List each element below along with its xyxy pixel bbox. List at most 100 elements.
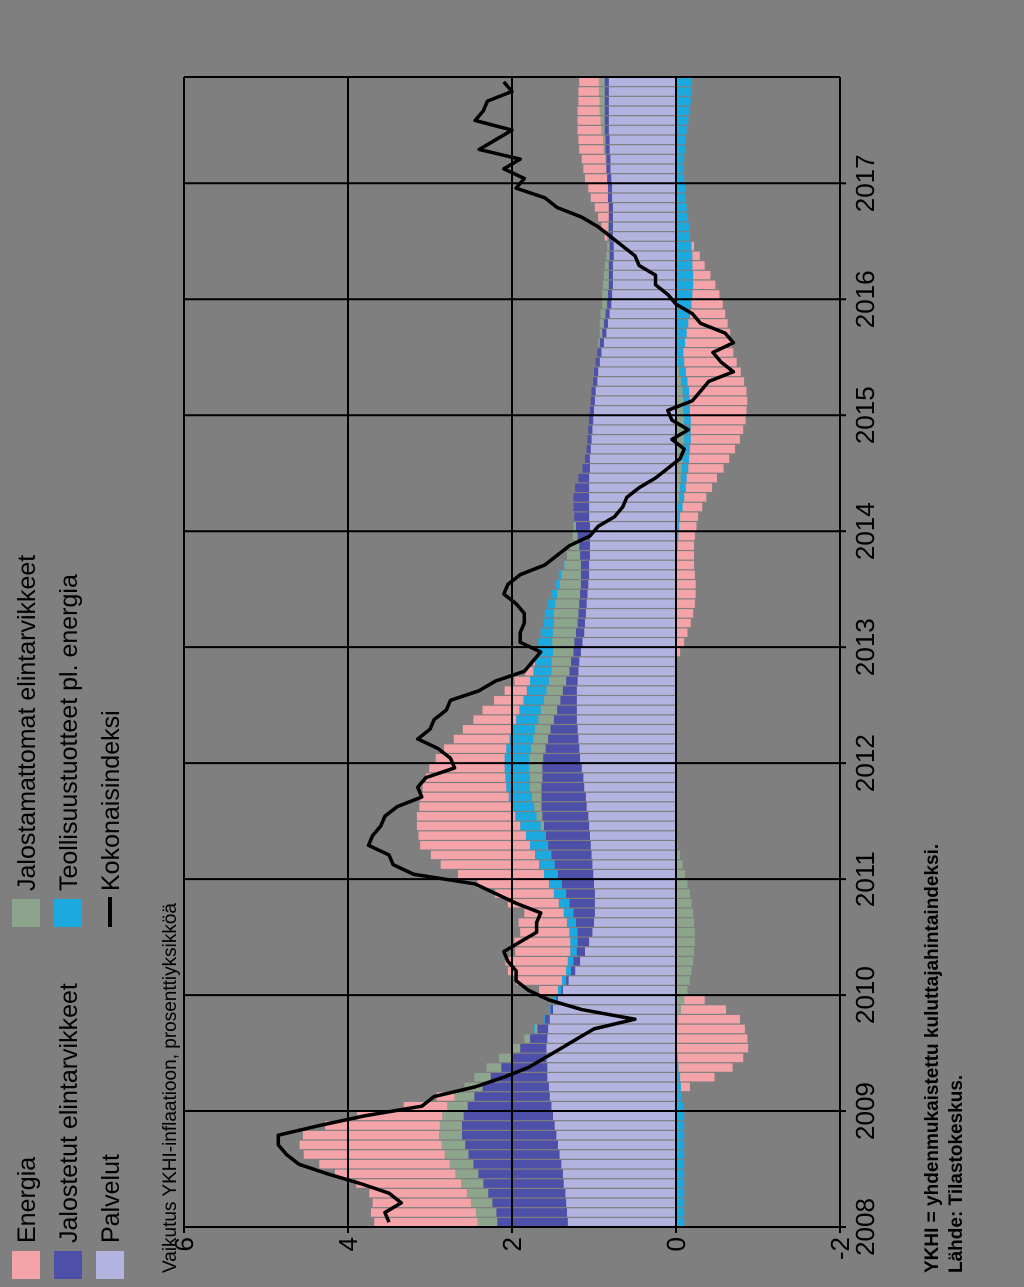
bar-energia [299,1140,442,1150]
bar-energia [598,212,609,222]
bar-jalostetut [574,638,583,647]
bar-palvelut [580,754,676,763]
bar-teollisuus [676,174,685,183]
bar-palvelut [585,792,676,802]
total-index-line-layer [276,80,736,1223]
y-tick-label: 4 [333,1237,363,1251]
bar-jalostamattomat [553,618,578,628]
bar-jalostetut [511,1053,547,1063]
bar-energia [325,1121,440,1130]
bar-energia [690,415,746,425]
bar-palvelut [612,270,676,280]
bar-teollisuus [676,183,686,193]
bar-jalostetut [537,1024,549,1034]
bar-jalostamattomat [598,77,605,87]
bar-teollisuus [684,415,691,425]
bar-teollisuus [676,77,692,87]
bar-jalostetut [551,850,592,860]
bar-jalostetut [604,96,609,106]
bar-jalostamattomat [552,638,575,647]
bar-jalostamattomat [471,1198,493,1208]
bar-energia [678,1063,733,1072]
bar-jalostamattomat [676,957,694,966]
bar-jalostetut [575,628,585,637]
bar-palvelut [608,125,677,135]
bar-jalostetut [573,502,590,512]
bar-jalostetut [577,937,590,947]
bar-teollisuus [676,1198,685,1208]
bar-palvelut [584,783,676,792]
bar-palvelut [592,928,676,937]
bar-teollisuus [676,1111,685,1121]
bar-jalostamattomat [551,657,572,666]
bar-teollisuus [558,899,570,908]
bar-jalostetut [578,473,590,483]
bar-teollisuus [676,145,686,154]
bar-energia [685,483,713,492]
bar-jalostetut [482,1082,549,1092]
bar-palvelut [589,831,677,840]
bar-teollisuus [509,734,534,744]
x-tick-label: 2016 [850,270,880,328]
legend-swatch-jalostetut [54,1251,82,1279]
bar-teollisuus [512,725,535,734]
bar-energia [682,502,703,512]
bar-jalostetut [473,1159,562,1169]
bar-palvelut [611,299,676,309]
bar-jalostetut [577,928,593,937]
bar-energia [690,435,740,444]
bar-jalostamattomat [475,1208,497,1217]
bar-palvelut [554,1121,677,1130]
bar-jalostamattomat [543,696,561,705]
bar-energia [676,1034,748,1043]
bar-teollisuus [676,280,694,290]
bar-jalostetut [595,357,600,367]
bar-teollisuus [676,241,692,251]
bar-jalostetut [562,879,595,889]
bar-jalostamattomat [530,773,543,782]
bar-energia [578,87,599,96]
bar-palvelut [609,145,677,154]
bar-jalostamattomat [676,889,690,898]
bar-teollisuus [676,222,690,232]
bar-energia [422,783,507,792]
bar-jalostamattomat [600,116,605,125]
bar-palvelut [548,1024,677,1034]
bar-jalostamattomat [599,106,605,116]
bar-jalostetut [573,957,581,966]
bar-palvelut [580,957,676,966]
bar-jalostamattomat [676,1005,681,1014]
bar-jalostetut [541,792,586,802]
bar-jalostamattomat [599,96,605,106]
bar-teollisuus [543,1014,545,1024]
bar-teollisuus [682,386,690,396]
bar-palvelut [589,493,677,502]
chart-subtitle: Vaikutus YKHI-inflaatioon, prosenttiyksi… [160,903,181,1273]
bar-jalostetut [599,338,604,347]
bar-teollisuus [569,928,578,937]
bar-palvelut [586,599,676,608]
bar-jalostetut [478,1169,563,1179]
bar-jalostetut [575,918,595,927]
bar-jalostamattomat [676,850,681,860]
bar-energia [504,686,527,695]
bar-jalostamattomat [498,1053,512,1063]
bar-teollisuus [679,367,686,376]
bar-energia [520,928,570,937]
bar-energia [676,551,695,560]
bar-jalostetut [591,386,596,396]
bar-teollisuus [506,783,531,792]
bar-teollisuus [538,638,553,647]
bar-jalostetut [577,618,585,628]
bar-energia [516,976,563,985]
bar-teollisuus [534,850,552,860]
bar-jalostetut [590,396,595,405]
bar-jalostamattomat [676,966,692,976]
stacked-bars [299,77,749,1227]
bar-palvelut [591,435,676,444]
bar-energia [303,1150,445,1159]
bar-jalostetut [608,261,613,270]
bar-energia [676,628,688,637]
bar-jalostetut [548,841,591,850]
bar-energia [584,174,608,183]
